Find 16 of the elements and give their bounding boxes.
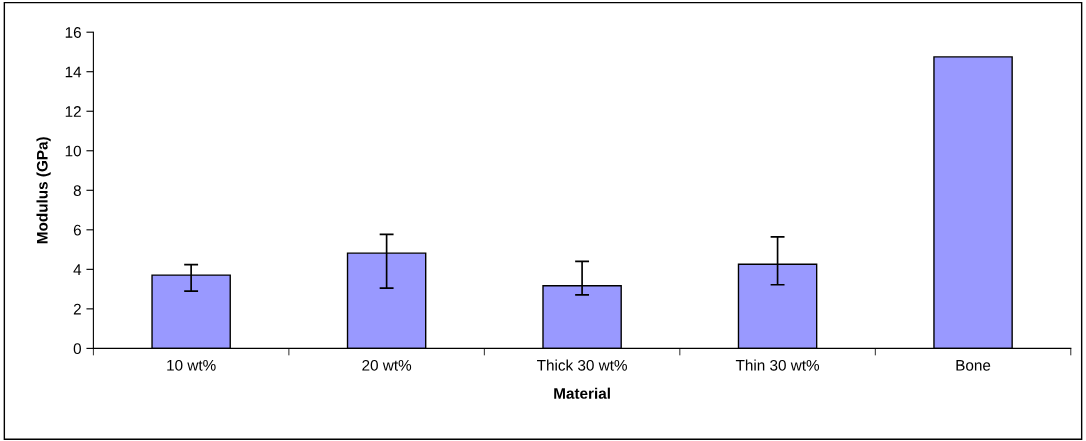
x-tick-label: Bone bbox=[956, 360, 991, 371]
x-axis-title: Material bbox=[554, 387, 610, 399]
y-tick-label: 4 bbox=[73, 264, 82, 275]
y-tick-label: 6 bbox=[73, 224, 81, 236]
y-tick-label: 12 bbox=[65, 106, 81, 117]
x-tick-label: 10 wt% bbox=[167, 359, 216, 371]
y-tick-label: 2 bbox=[73, 303, 81, 315]
x-tick-label: Thin 30 wt% bbox=[735, 359, 820, 371]
y-tick-label: 14 bbox=[65, 66, 82, 78]
y-tick-label: 8 bbox=[73, 185, 81, 196]
x-tick-label: Thick 30 wt% bbox=[537, 359, 627, 371]
y-tick-label: 16 bbox=[65, 27, 81, 38]
y-tick-label: 10 bbox=[65, 145, 81, 157]
y-axis-title: Modulus (GPa) bbox=[36, 137, 51, 244]
x-tick-label: 20 wt% bbox=[362, 359, 412, 371]
y-tick-label: 0 bbox=[73, 343, 81, 355]
